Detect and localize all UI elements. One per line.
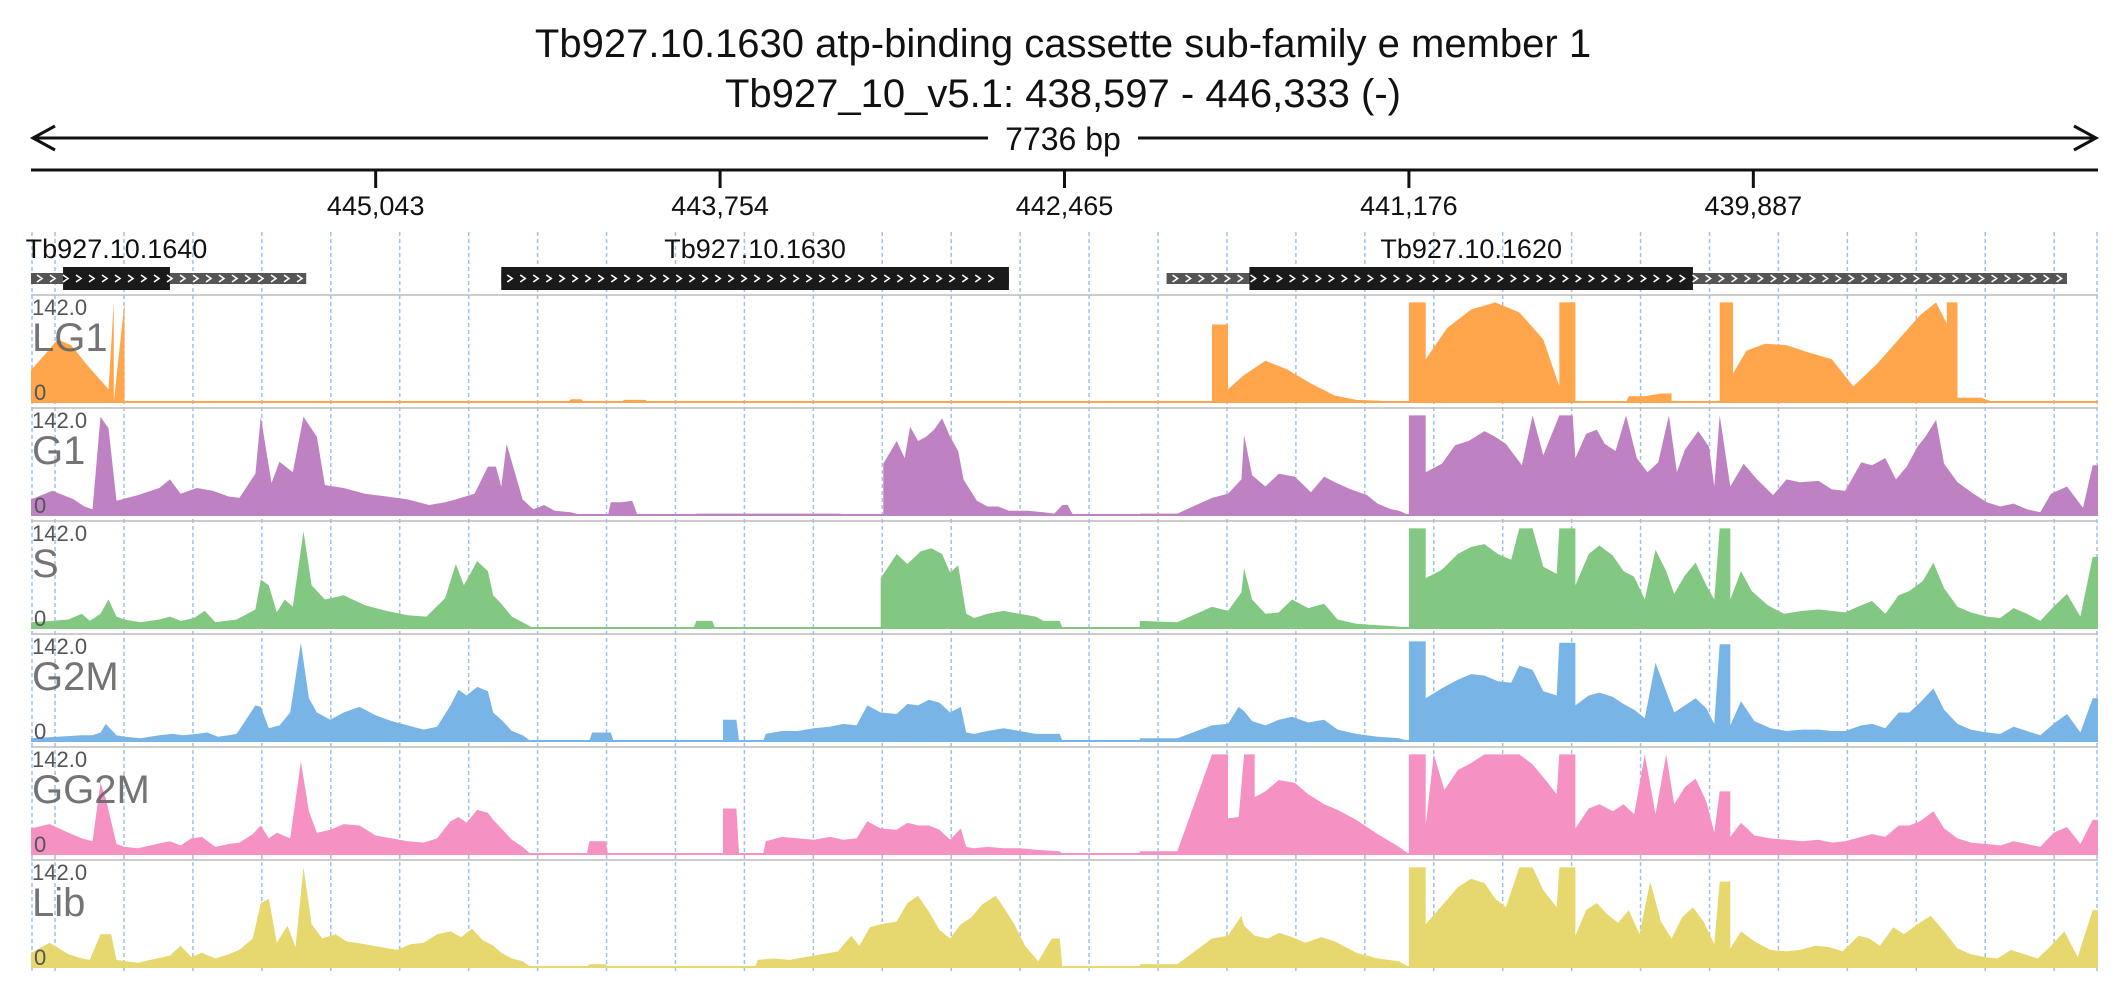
y-max-label: 142.0 [32,295,87,320]
span-label-bg [988,118,1138,158]
track-label: LG1 [32,316,108,360]
y-max-label: 142.0 [32,747,87,772]
coverage-track: 142.0 0 G1 [31,407,2098,518]
coverage-area [31,415,2098,515]
coverage-track: 142.0 0 S [31,520,2098,631]
x-tick-label: 445,043 [327,191,425,221]
y-max-label: 142.0 [32,860,87,885]
gene-model: Tb927.10.1630 [501,234,1009,290]
coverage-track: 142.0 0 LG1 [31,294,2098,405]
y-max-label: 142.0 [32,408,87,433]
coverage-area [31,302,2098,402]
x-tick-label: 443,754 [671,191,769,221]
span-arrow-right-head [2073,124,2100,152]
chart-title: Tb927.10.1630 atp-binding cassette sub-f… [534,22,1592,66]
gene-label: Tb927.10.1620 [1380,234,1562,264]
y-max-label: 142.0 [32,634,87,659]
x-tick-label: 442,465 [1016,191,1114,221]
track-label: G2M [32,655,119,699]
y-min-label: 0 [34,945,46,970]
chart-subtitle: Tb927_10_v5.1: 438,597 - 446,333 (-) [724,72,1402,116]
gene-model: Tb927.10.1620 [1166,234,2068,290]
coverage-area [31,641,2098,741]
gene-label: Tb927.10.1640 [26,234,208,264]
y-min-label: 0 [34,380,46,405]
y-min-label: 0 [34,719,46,744]
track-label: Lib [32,881,85,925]
track-label: G1 [32,429,85,473]
coverage-track: 142.0 0 GG2M [31,746,2098,857]
coverage-track: 142.0 0 G2M [31,633,2098,744]
gene-cds [1249,267,1693,290]
y-max-label: 142.0 [32,521,87,546]
gene-label: Tb927.10.1630 [664,234,846,264]
gene-model: Tb927.10.1640 [26,234,307,290]
track-label: GG2M [32,768,150,812]
gene-strand-arrows [506,274,995,283]
track-label: S [32,542,59,586]
coverage-track: 142.0 0 Lib [31,859,2098,970]
gene-cds [63,267,170,290]
coverage-area [31,754,2098,854]
y-min-label: 0 [34,606,46,631]
gene-cds [501,267,1009,290]
coverage-area [31,867,2098,967]
coverage-area [31,528,2098,628]
span-arrow-left-head [29,124,56,152]
y-min-label: 0 [34,832,46,857]
gene-strand-arrows [1172,274,2063,283]
gene-strand-arrows [36,274,304,283]
x-tick-label: 439,887 [1705,191,1803,221]
x-tick-label: 441,176 [1360,191,1458,221]
span-label: 7736 bp [1005,121,1121,157]
y-min-label: 0 [34,493,46,518]
